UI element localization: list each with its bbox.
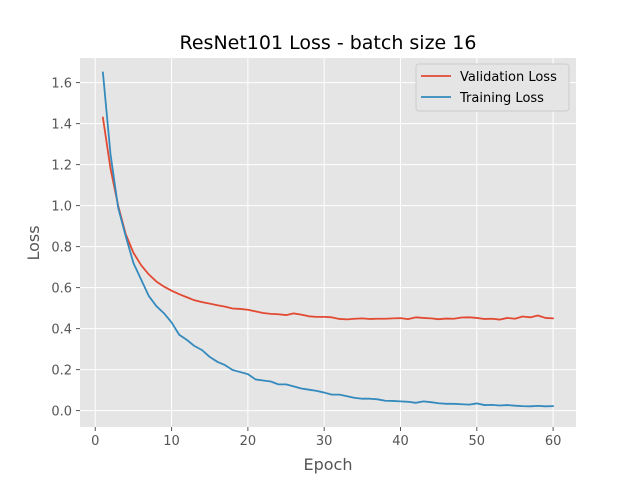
x-tick-label: 0 <box>91 434 99 449</box>
y-tick-label: 1.2 <box>51 159 72 174</box>
y-tick-label: 1.6 <box>51 77 72 92</box>
x-axis-label: Epoch <box>304 455 353 474</box>
series-line-training-loss <box>101 71 555 408</box>
y-tick-label: 1.0 <box>51 200 72 215</box>
y-tick-label: 1.4 <box>51 118 72 133</box>
series-line-validation-loss <box>101 116 555 321</box>
x-tick-label: 40 <box>392 434 409 449</box>
x-tick-label: 10 <box>163 434 180 449</box>
grid-lines <box>80 58 576 427</box>
y-tick-label: 0.0 <box>51 405 72 420</box>
x-tick-label: 60 <box>545 434 562 449</box>
legend-label-validation: Validation Loss <box>460 70 557 85</box>
chart-title: ResNet101 Loss - batch size 16 <box>180 32 477 54</box>
legend: Validation Loss Training Loss <box>415 63 570 112</box>
legend-box <box>415 63 570 112</box>
x-tick-label: 20 <box>240 434 257 449</box>
plot-background <box>80 58 576 427</box>
x-tick-label: 30 <box>316 434 333 449</box>
series-layer <box>101 71 555 408</box>
y-tick-label: 0.2 <box>51 364 72 379</box>
y-axis-ticks: 0.0 0.2 0.4 0.6 0.8 1.0 1.2 1.4 1.6 <box>51 77 80 420</box>
y-axis-label: Loss <box>24 225 43 260</box>
x-tick-label: 50 <box>469 434 486 449</box>
y-tick-label: 0.4 <box>51 323 72 338</box>
legend-label-training: Training Loss <box>459 91 544 106</box>
x-axis-ticks: 0 10 20 30 40 50 60 <box>91 427 561 449</box>
y-tick-label: 0.6 <box>51 282 72 297</box>
y-tick-label: 0.8 <box>51 241 72 256</box>
